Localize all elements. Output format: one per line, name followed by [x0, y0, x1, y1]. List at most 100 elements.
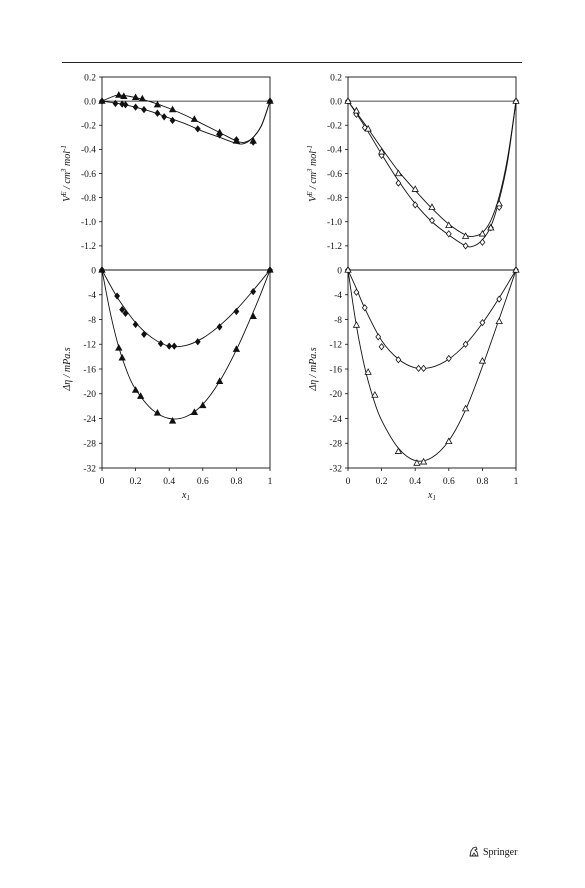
y-tick-label: 0 — [337, 266, 342, 276]
y-tick-label: 0.0 — [330, 97, 342, 107]
data-point-filled-triangle — [168, 105, 177, 113]
data-point-open-triangle — [352, 321, 361, 328]
y-tick-label: -32 — [83, 464, 96, 474]
data-point-filled-triangle — [168, 417, 177, 424]
data-point-open-triangle — [478, 356, 487, 364]
data-point-filled-diamond — [194, 125, 201, 133]
y-tick-label: -16 — [83, 365, 96, 375]
data-point-open-diamond — [462, 242, 469, 250]
data-point-filled-diamond — [171, 342, 178, 350]
fitted-curve — [347, 269, 517, 462]
data-point-filled-triangle — [98, 97, 106, 104]
fitted-curve — [101, 269, 271, 420]
data-point-open-triangle — [495, 199, 503, 207]
y-tick-label: -16 — [329, 365, 342, 375]
y-tick-label: -0.6 — [81, 170, 96, 180]
y-tick-label: -0.8 — [81, 194, 96, 204]
y-tick-label: -0.8 — [327, 194, 342, 204]
fitted-curve — [347, 269, 517, 369]
y-tick-label: -1.2 — [327, 242, 342, 252]
springer-horse-icon — [469, 846, 479, 857]
data-point-open-diamond — [395, 179, 402, 187]
x-tick-label: 0.4 — [409, 477, 421, 487]
y-tick-label: -1.2 — [81, 242, 96, 252]
series-1 — [344, 266, 520, 466]
data-point-open-diamond — [420, 364, 427, 373]
x-tick-label: 0.4 — [163, 477, 175, 487]
publisher-name: Springer — [483, 846, 518, 858]
data-point-open-diamond — [445, 230, 452, 238]
series-0 — [99, 97, 273, 146]
data-point-open-triangle — [512, 97, 520, 104]
x-tick-label: 0.6 — [443, 477, 455, 487]
y-tick-label: -24 — [329, 415, 342, 425]
data-point-open-triangle — [413, 459, 421, 466]
y-axis-label: VE / cm3 mol-1 — [306, 145, 319, 202]
data-point-filled-triangle — [266, 97, 274, 104]
data-point-filled-diamond — [122, 101, 129, 109]
data-point-open-triangle — [344, 266, 352, 273]
fitted-curve — [101, 94, 271, 143]
data-point-filled-triangle — [232, 136, 241, 144]
series-1 — [98, 91, 274, 144]
data-point-open-diamond — [361, 304, 368, 312]
data-point-open-triangle — [461, 232, 470, 239]
y-tick-label: -0.2 — [81, 122, 96, 132]
data-point-open-diamond — [445, 354, 452, 363]
data-point-filled-triangle — [215, 377, 224, 385]
data-point-filled-diamond — [114, 292, 121, 300]
y-tick-label: -4 — [88, 291, 96, 301]
y-tick-label: -28 — [329, 440, 342, 450]
data-point-filled-diamond — [132, 320, 139, 329]
data-point-filled-triangle — [131, 386, 140, 393]
y-tick-label: -0.4 — [81, 146, 96, 156]
header-rule — [62, 62, 522, 63]
series-0 — [345, 97, 519, 250]
data-point-filled-diamond — [119, 100, 126, 108]
data-point-open-triangle — [364, 368, 372, 375]
data-point-open-triangle — [428, 203, 436, 210]
y-tick-label: 0.2 — [84, 73, 96, 83]
data-point-filled-diamond — [141, 105, 147, 114]
data-point-filled-triangle — [190, 115, 199, 122]
data-point-open-triangle — [352, 106, 361, 114]
x-tick-label: 0 — [346, 477, 351, 487]
data-point-filled-triangle — [98, 266, 106, 273]
data-point-filled-triangle — [215, 128, 224, 136]
data-point-filled-triangle — [190, 408, 199, 415]
data-point-open-triangle — [394, 447, 403, 454]
fitted-curve — [347, 100, 517, 237]
y-tick-label: -0.4 — [327, 146, 342, 156]
data-point-filled-triangle — [249, 312, 257, 320]
data-point-open-diamond — [415, 364, 422, 373]
x-tick-label: 0 — [100, 477, 105, 487]
data-point-filled-triangle — [266, 266, 274, 273]
y-tick-label: -0.6 — [327, 170, 342, 180]
data-point-filled-diamond — [141, 330, 147, 338]
data-point-open-triangle — [512, 266, 520, 273]
data-point-open-diamond — [462, 340, 469, 348]
data-point-open-diamond — [496, 295, 503, 303]
plot-frame — [347, 269, 517, 469]
data-point-open-triangle — [364, 124, 372, 132]
data-point-filled-triangle — [115, 343, 123, 351]
y-tick-label: -32 — [329, 464, 342, 474]
data-point-filled-diamond — [169, 116, 176, 125]
data-point-filled-diamond — [216, 323, 223, 331]
data-point-open-triangle — [487, 223, 495, 231]
data-point-filled-diamond — [166, 342, 173, 350]
panel-top-right: 0.2 0.0 -0.2 -0.4 -0.6 -0.8 -1.0 -1.2 VE / cm3 m… — [306, 73, 520, 271]
y-axis-label: Δη / mPa.s — [62, 347, 73, 391]
x-tick-label: 0.8 — [230, 477, 242, 487]
data-point-filled-triangle — [232, 345, 241, 352]
panel-bottom-right: 0 -4 -8 -12 -16 -20 -24 -28 -32 0 0.2 0.4 0.6 0.8 1 x1 Δ… — [308, 266, 520, 502]
data-point-filled-diamond — [119, 305, 126, 314]
publisher-footer: Springer — [468, 846, 517, 858]
data-point-open-triangle — [478, 229, 487, 237]
data-point-filled-triangle — [138, 94, 146, 102]
y-tick-label: -8 — [334, 316, 342, 326]
data-point-open-diamond — [395, 356, 402, 364]
data-point-filled-diamond — [233, 307, 240, 316]
data-point-filled-diamond — [154, 109, 161, 117]
x-axis-label: x1 — [181, 490, 190, 502]
